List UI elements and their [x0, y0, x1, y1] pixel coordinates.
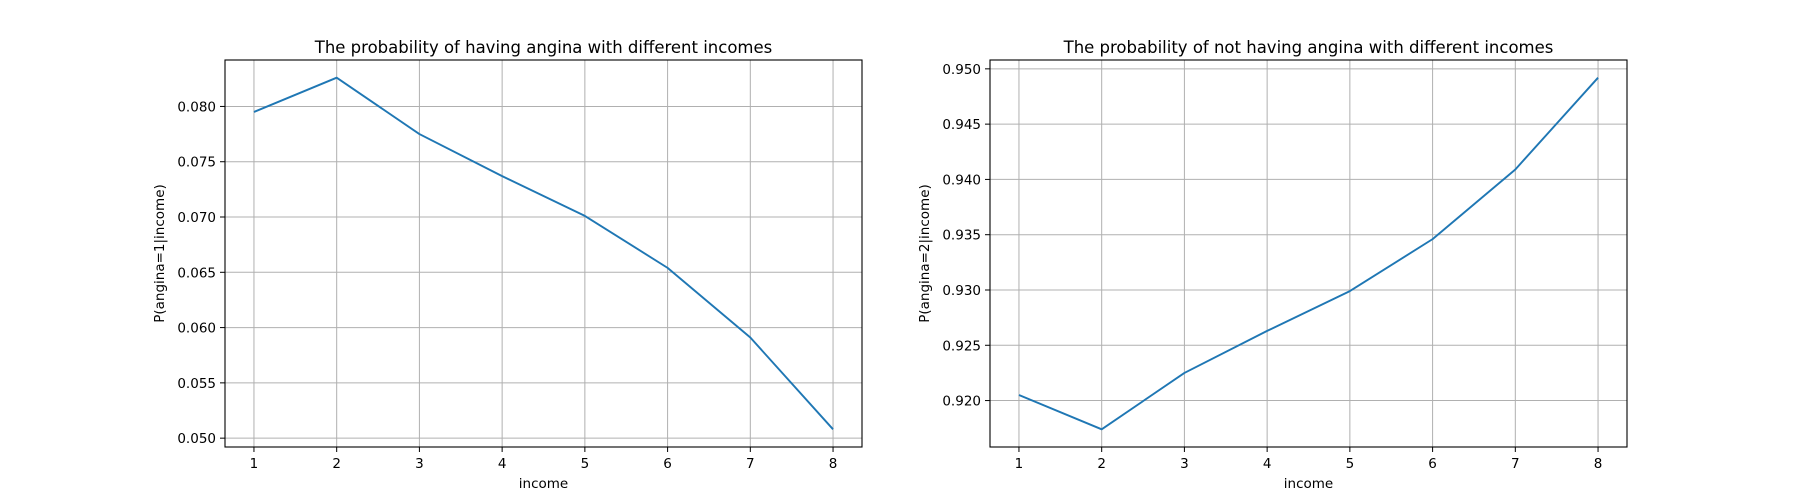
- chart-angina-1: 1 2 3 4 5 6 7 8 0.050 0.055 0.060 0.065 0.070 0.075 0.…: [152, 38, 863, 492]
- y-axis-label: P(angina=2|income): [917, 184, 933, 323]
- plot-frame: [989, 59, 1628, 448]
- x-tick-label: 2: [1097, 456, 1106, 472]
- x-tick-label: 7: [1511, 456, 1520, 472]
- y-tick-label: 0.920: [942, 394, 981, 410]
- y-tick-label: 0.950: [942, 62, 981, 78]
- y-tick-label: 0.060: [177, 321, 216, 337]
- x-tick-label: 2: [332, 456, 341, 472]
- y-tick-label: 0.070: [177, 210, 216, 226]
- x-tick-label: 3: [415, 456, 424, 472]
- x-tick-label: 8: [829, 456, 838, 472]
- x-tick-label: 4: [498, 456, 507, 472]
- chart-angina-2: 1 2 3 4 5 6 7 8 0.920 0.925 0.930 0.935 0.940 0.945 0.…: [917, 38, 1628, 492]
- y-tick-label: 0.945: [942, 117, 981, 133]
- x-tick-label: 6: [663, 456, 672, 472]
- chart-title: The probability of not having angina wit…: [1063, 38, 1554, 57]
- chart-title: The probability of having angina with di…: [314, 38, 773, 57]
- y-tick-label: 0.940: [942, 172, 981, 188]
- y-tick-label: 0.080: [177, 99, 216, 115]
- series-line: [1018, 77, 1599, 431]
- x-axis-label: income: [1284, 476, 1333, 492]
- x-tick-label: 7: [746, 456, 755, 472]
- plot-frame: [224, 59, 863, 448]
- x-tick-label: 8: [1594, 456, 1603, 472]
- x-axis-label: income: [519, 476, 568, 492]
- y-axis-label: P(angina=1|income): [152, 184, 168, 323]
- x-tick-label: 5: [1346, 456, 1355, 472]
- x-tick-label: 5: [581, 456, 590, 472]
- x-tick-label: 6: [1428, 456, 1437, 472]
- series-line: [253, 76, 834, 430]
- x-tick-label: 1: [1015, 456, 1024, 472]
- x-tick-label: 4: [1263, 456, 1272, 472]
- y-tick-label: 0.050: [177, 431, 216, 447]
- x-tick-label: 3: [1180, 456, 1189, 472]
- y-tick-label: 0.065: [177, 265, 216, 281]
- y-tick-label: 0.925: [942, 338, 981, 354]
- y-tick-label: 0.935: [942, 228, 981, 244]
- y-tick-label: 0.075: [177, 155, 216, 171]
- y-tick-label: 0.930: [942, 283, 981, 299]
- x-tick-label: 1: [250, 456, 259, 472]
- y-tick-label: 0.055: [177, 376, 216, 392]
